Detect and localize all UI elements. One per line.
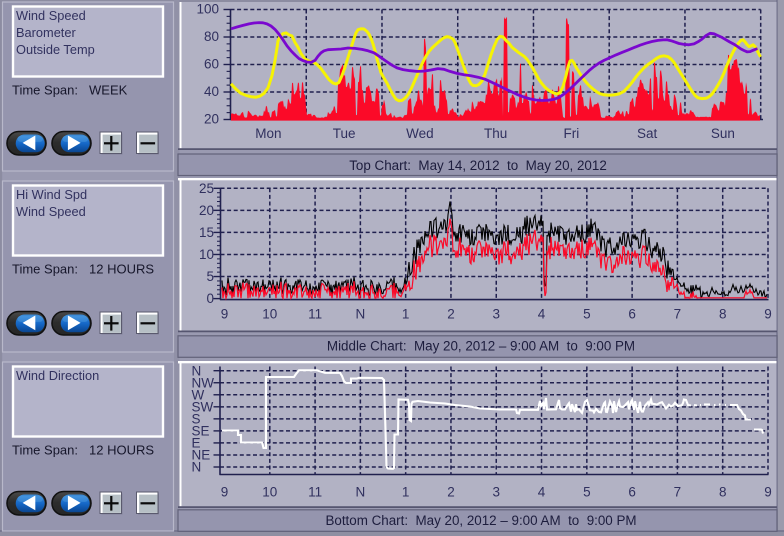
svg-text:Top Chart: May 14, 2012 to: Top Chart: May 14, 2012 to May 20, 2012 bbox=[349, 158, 607, 173]
svg-text:20: 20 bbox=[204, 112, 219, 127]
svg-text:9: 9 bbox=[221, 307, 229, 322]
svg-text:5: 5 bbox=[206, 269, 214, 284]
svg-text:SE: SE bbox=[192, 423, 210, 438]
svg-text:Fri: Fri bbox=[563, 126, 579, 141]
svg-text:Outside Temp: Outside Temp bbox=[16, 42, 95, 57]
svg-text:12 HOURS: 12 HOURS bbox=[89, 442, 154, 457]
svg-text:7: 7 bbox=[674, 307, 682, 322]
svg-text:Middle Chart: May 20, 2012 –: Middle Chart: May 20, 2012 – 9:00 AM to … bbox=[327, 338, 635, 353]
svg-text:80: 80 bbox=[204, 29, 219, 44]
svg-text:3: 3 bbox=[492, 307, 500, 322]
svg-text:S: S bbox=[192, 411, 201, 426]
svg-text:5: 5 bbox=[583, 485, 591, 500]
svg-text:N: N bbox=[192, 460, 202, 475]
svg-text:SW: SW bbox=[192, 399, 214, 414]
svg-text:15: 15 bbox=[199, 225, 214, 240]
svg-text:4: 4 bbox=[538, 485, 546, 500]
svg-text:2: 2 bbox=[447, 485, 455, 500]
svg-text:10: 10 bbox=[262, 485, 277, 500]
svg-text:Wind Speed: Wind Speed bbox=[16, 8, 86, 23]
svg-text:Sun: Sun bbox=[711, 126, 735, 141]
svg-text:20: 20 bbox=[199, 203, 214, 218]
svg-text:9: 9 bbox=[221, 485, 229, 500]
svg-text:Time Span:: Time Span: bbox=[12, 442, 78, 457]
svg-text:Wind Speed: Wind Speed bbox=[16, 204, 86, 219]
svg-text:5: 5 bbox=[583, 307, 591, 322]
svg-text:60: 60 bbox=[204, 57, 219, 72]
svg-text:E: E bbox=[192, 436, 201, 451]
svg-text:100: 100 bbox=[196, 2, 219, 17]
svg-text:10: 10 bbox=[199, 247, 214, 262]
svg-text:W: W bbox=[192, 387, 205, 402]
svg-text:N: N bbox=[356, 485, 366, 500]
svg-text:WEEK: WEEK bbox=[89, 82, 128, 97]
svg-text:3: 3 bbox=[492, 485, 500, 500]
svg-text:Bottom Chart: May 20, 2012 –: Bottom Chart: May 20, 2012 – 9:00 AM to … bbox=[325, 513, 636, 528]
svg-text:4: 4 bbox=[538, 307, 546, 322]
svg-text:NW: NW bbox=[192, 375, 215, 390]
svg-text:12 HOURS: 12 HOURS bbox=[89, 261, 154, 276]
svg-text:Hi Wind Spd: Hi Wind Spd bbox=[16, 187, 87, 202]
svg-text:Time Span:: Time Span: bbox=[12, 82, 78, 97]
svg-text:0: 0 bbox=[206, 291, 214, 306]
svg-text:8: 8 bbox=[719, 307, 727, 322]
svg-text:Tue: Tue bbox=[333, 126, 356, 141]
svg-text:7: 7 bbox=[674, 485, 682, 500]
svg-text:9: 9 bbox=[764, 485, 772, 500]
svg-text:25: 25 bbox=[199, 181, 214, 196]
svg-text:Sat: Sat bbox=[637, 126, 658, 141]
svg-text:N: N bbox=[356, 307, 366, 322]
svg-text:6: 6 bbox=[628, 307, 636, 322]
svg-text:1: 1 bbox=[402, 485, 410, 500]
svg-text:Barometer: Barometer bbox=[16, 25, 76, 40]
svg-text:11: 11 bbox=[308, 307, 322, 322]
svg-text:Wed: Wed bbox=[406, 126, 434, 141]
svg-text:1: 1 bbox=[402, 307, 410, 322]
svg-text:8: 8 bbox=[719, 485, 727, 500]
svg-text:9: 9 bbox=[764, 307, 772, 322]
svg-text:11: 11 bbox=[308, 485, 322, 500]
svg-text:NE: NE bbox=[192, 448, 211, 463]
svg-text:Wind Direction: Wind Direction bbox=[16, 368, 99, 383]
svg-text:10: 10 bbox=[262, 307, 277, 322]
svg-text:Time Span:: Time Span: bbox=[12, 261, 78, 276]
svg-text:N: N bbox=[192, 363, 202, 378]
svg-text:40: 40 bbox=[204, 84, 219, 99]
svg-text:Mon: Mon bbox=[255, 126, 281, 141]
svg-text:6: 6 bbox=[628, 485, 636, 500]
svg-text:2: 2 bbox=[447, 307, 455, 322]
svg-text:Thu: Thu bbox=[484, 126, 507, 141]
